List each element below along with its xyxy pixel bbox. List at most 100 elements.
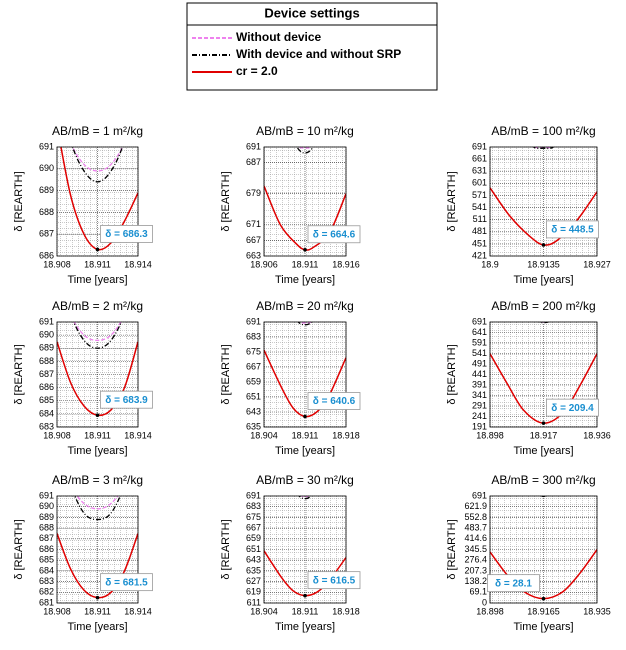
annotation-box [100,390,153,409]
x-tick-label: 18.914 [124,259,152,269]
min-point [95,595,100,600]
x-tick-label: 18.904 [250,430,278,440]
y-tick-label: 685 [39,395,54,405]
y-tick-label: 659 [246,376,261,386]
y-axis-label: δ [REARTH] [13,519,25,579]
x-tick-label: 18.936 [583,430,611,440]
y-tick-label: 241 [472,411,487,421]
annotation-box [546,398,599,417]
chart-title: AB/mB = 200 m²/kg [491,299,595,313]
series-line [540,496,547,498]
y-tick-label: 69.1 [469,587,487,597]
x-tick-label: 18.935 [583,606,611,616]
series-line [532,147,555,150]
y-tick-label: 414.6 [464,533,487,543]
y-tick-label: 207.3 [464,565,487,575]
y-tick-label: 689 [39,185,54,195]
y-tick-label: 684 [39,565,54,575]
x-tick-label: 18.911 [84,606,111,616]
x-tick-label: 18.918 [332,606,360,616]
series-line [72,322,123,349]
chart-title: AB/mB = 1 m²/kg [52,124,143,138]
annotation-box [546,220,599,239]
chart-title: AB/mB = 30 m²/kg [256,473,354,487]
x-tick-label: 18.898 [476,606,504,616]
legend-label: Without device [236,30,322,44]
x-tick-label: 18.9135 [527,259,560,269]
annotation-label: δ = 616.5 [313,575,356,586]
y-axis-label: δ [REARTH] [220,171,232,231]
x-axis-label: Time [years] [275,445,335,457]
chart-title: AB/mB = 20 m²/kg [256,299,354,313]
y-tick-label: 686 [39,250,54,260]
y-tick-label: 687 [39,369,54,379]
plot-frame [489,321,598,428]
x-tick-label: 18.918 [332,430,360,440]
chart-title: AB/mB = 2 m²/kg [52,299,143,313]
y-tick-label: 391 [472,379,487,389]
plot-frame [489,146,598,257]
y-tick-label: 691 [246,490,261,500]
y-tick-label: 691 [472,141,487,151]
y-tick-label: 681 [39,597,54,607]
annotation-box [307,225,361,244]
annotation-label: δ = 640.6 [313,396,356,407]
legend-label: With device and without SRP [236,47,401,61]
y-tick-label: 635 [246,565,261,575]
chart-title: AB/mB = 100 m²/kg [491,124,595,138]
min-point [303,414,307,419]
y-tick-label: 643 [246,555,261,565]
y-tick-label: 687 [39,533,54,543]
y-tick-label: 688 [39,207,54,217]
annotation-label: δ = 448.5 [551,225,594,236]
y-axis-label: δ [REARTH] [446,171,458,231]
y-tick-label: 691 [246,316,261,326]
plot-frame [263,495,347,604]
y-tick-label: 690 [39,163,54,173]
y-axis-label: δ [REARTH] [13,344,25,404]
legend-box [186,2,438,91]
y-tick-label: 611 [247,597,261,607]
y-tick-label: 481 [472,226,487,236]
plot-frame [56,495,139,604]
x-tick-label: 18.9165 [527,606,560,616]
y-tick-label: 138.2 [464,576,487,586]
y-tick-label: 345.5 [464,544,487,554]
y-tick-label: 552.8 [464,512,487,522]
y-tick-label: 690 [39,330,54,340]
y-tick-label: 619 [246,587,261,597]
y-axis-label: δ [REARTH] [13,171,25,231]
y-tick-label: 683 [246,331,261,341]
y-tick-label: 643 [246,406,261,416]
y-tick-label: 191 [472,421,487,431]
min-point [541,243,546,247]
y-tick-label: 687 [246,157,261,167]
plot-frame [489,495,598,604]
y-tick-label: 635 [246,421,261,431]
x-tick-label: 18.908 [43,606,71,616]
x-axis-label: Time [years] [513,445,573,457]
x-axis-label: Time [years] [513,274,573,286]
annotation-box [487,574,540,593]
annotation-box [100,225,153,243]
annotation-label: δ = 681.5 [105,577,148,588]
legend-label: cr = 2.0 [236,64,278,78]
y-tick-label: 691 [39,490,54,500]
y-tick-label: 541 [472,348,487,358]
series-line [298,496,312,500]
y-tick-label: 667 [246,361,261,371]
series-line [297,322,313,326]
y-axis-label: δ [REARTH] [446,344,458,404]
x-tick-label: 18.911 [292,430,319,440]
chart-title: AB/mB = 10 m²/kg [256,124,354,138]
x-tick-label: 18.911 [292,606,319,616]
x-axis-label: Time [years] [67,621,127,633]
plot-frame [56,146,139,257]
series-line [76,496,119,510]
x-tick-label: 18.906 [250,259,278,269]
plot-frame [263,146,347,257]
y-tick-label: 679 [246,188,261,198]
y-tick-label: 483.7 [464,522,487,532]
plot-frame [56,321,139,428]
